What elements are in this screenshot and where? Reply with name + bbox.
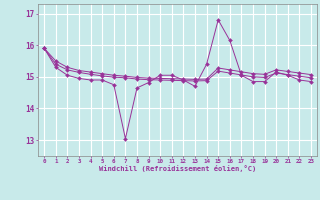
X-axis label: Windchill (Refroidissement éolien,°C): Windchill (Refroidissement éolien,°C) [99,165,256,172]
